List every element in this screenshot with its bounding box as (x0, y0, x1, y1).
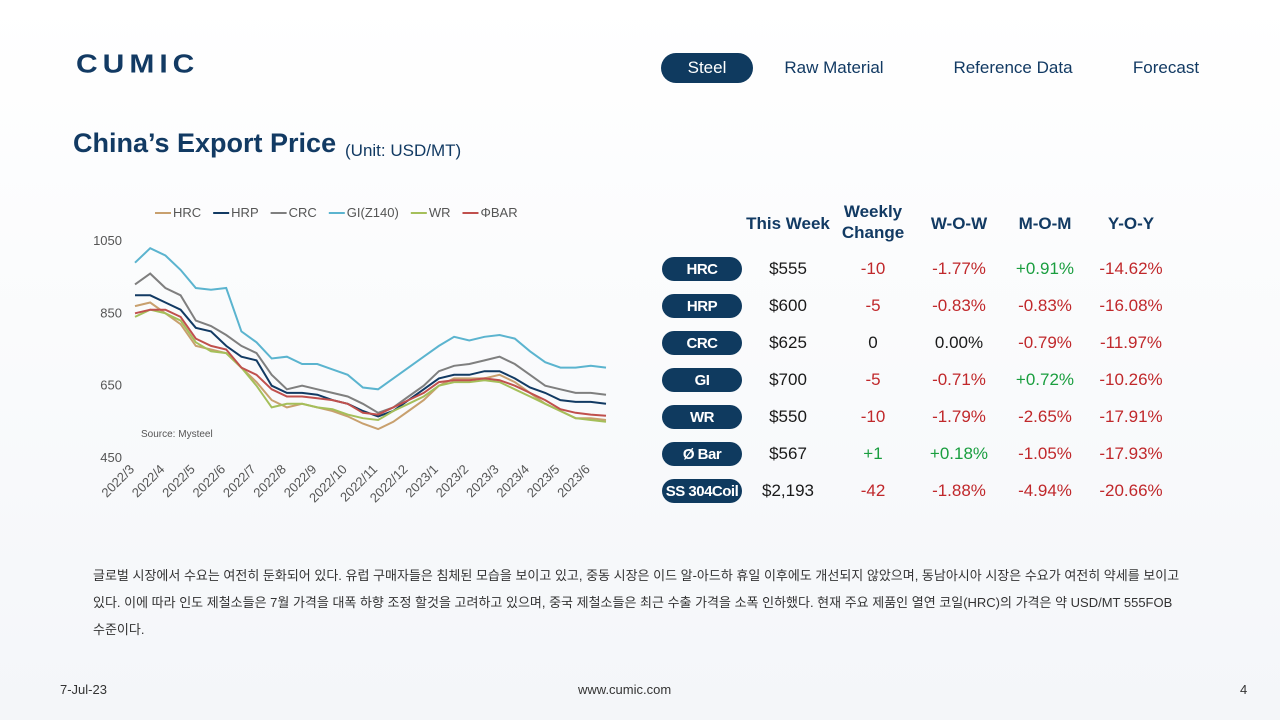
nav-tab[interactable]: Raw Material (784, 58, 884, 77)
series-line (134, 301, 607, 431)
series-line (134, 308, 607, 417)
logo: CUMIC (76, 50, 200, 79)
table-cell: $2,193 (762, 481, 814, 500)
unit: (Unit: USD/MT) (345, 141, 462, 160)
table-cell: -11.97% (1099, 333, 1163, 352)
title: China’s Export Price (73, 128, 337, 158)
table-cell: $550 (769, 407, 807, 426)
x-tick-label: 2022/8 (250, 462, 289, 501)
table-cell: +0.18% (929, 444, 989, 463)
product-pill: Ø Bar (662, 442, 742, 466)
table-cell: 0 (868, 333, 878, 352)
legend-label: ΦBAR (480, 205, 517, 220)
nav-tab[interactable]: Forecast (1132, 58, 1200, 77)
table-cell: -10 (860, 407, 886, 426)
table-cell: $700 (769, 370, 807, 389)
product-pill: CRC (662, 331, 742, 355)
x-tick-label: 2022/7 (220, 462, 259, 501)
product-pill: HRP (662, 294, 742, 318)
table-cell: -5 (865, 370, 881, 389)
column-header: W-O-W (930, 214, 988, 233)
column-header: M-O-M (1018, 214, 1072, 233)
footer-date: 7-Jul-23 (60, 682, 107, 697)
table-cell: -16.08% (1099, 296, 1163, 315)
table-cell: -0.79% (1018, 333, 1072, 352)
x-tick-label: 2022/6 (190, 462, 229, 501)
page-number: 4 (1240, 682, 1248, 697)
product-pill: SS 304Coil (662, 479, 742, 503)
table-cell: -2.65% (1018, 407, 1072, 426)
table-cell: +0.72% (1015, 370, 1075, 389)
legend-label: CRC (289, 205, 317, 220)
product-pill: HRC (662, 257, 742, 281)
y-tick-label: 1050 (93, 233, 122, 248)
table-cell: -20.66% (1099, 481, 1163, 500)
nav-tab[interactable]: Steel (661, 53, 753, 83)
product-pill: WR (662, 405, 742, 429)
table-cell: -1.79% (932, 407, 986, 426)
table-cell: +0.91% (1015, 259, 1075, 278)
x-tick-label: 2023/4 (493, 462, 532, 501)
table-cell: -0.71% (932, 370, 986, 389)
table-cell: $625 (769, 333, 807, 352)
x-tick-label: 2023/5 (524, 462, 563, 501)
table-cell: -14.62% (1099, 259, 1163, 278)
table-cell: -1.88% (932, 481, 986, 500)
table-cell: -0.83% (1018, 296, 1072, 315)
series-line (134, 246, 607, 391)
legend-label: HRP (231, 205, 258, 220)
table-cell: -1.77% (932, 259, 986, 278)
x-tick-label: 2023/3 (463, 462, 502, 501)
footer-url: www.cumic.com (578, 682, 672, 697)
column-header: Y-O-Y (1107, 214, 1155, 233)
table-cell: -5 (865, 296, 881, 315)
y-tick-label: 850 (100, 305, 122, 320)
table-cell: +1 (863, 444, 883, 463)
table-cell: 0.00% (934, 333, 984, 352)
paragraph: 글로벌 시장에서 수요는 여전히 둔화되어 있다. 유럽 구매자들은 침체된 모… (93, 568, 1180, 637)
x-tick-label: 2023/2 (433, 462, 472, 501)
x-tick-label: 2022/3 (98, 462, 137, 501)
x-tick-label: 2022/5 (159, 462, 198, 501)
table-cell: -17.93% (1099, 444, 1163, 463)
table-cell: -0.83% (932, 296, 986, 315)
legend-label: HRC (173, 205, 201, 220)
legend-label: GI(Z140) (347, 205, 399, 220)
column-header: This Week (746, 214, 830, 233)
y-tick-label: 450 (100, 450, 122, 465)
chart-annotation: Source: Mysteel (141, 429, 213, 440)
series-line (134, 308, 607, 423)
table-cell: $567 (769, 444, 807, 463)
table-cell: -10.26% (1099, 370, 1163, 389)
product-pill: GI (662, 368, 742, 392)
column-header: Weekly Change (841, 202, 905, 242)
table-cell: -17.91% (1099, 407, 1163, 426)
table-cell: -4.94% (1018, 481, 1072, 500)
y-tick-label: 650 (100, 378, 122, 393)
table-cell: $555 (769, 259, 807, 278)
x-tick-label: 2023/1 (402, 462, 441, 501)
table-cell: -1.05% (1018, 444, 1072, 463)
chart: Source: Mysteel 45065085010502022/32022/… (93, 205, 607, 505)
table-cell: -10 (860, 259, 886, 278)
nav-tab[interactable]: Reference Data (953, 58, 1073, 77)
series-line (134, 272, 607, 414)
table-cell: -42 (860, 481, 886, 500)
x-tick-label: 2022/4 (129, 462, 168, 501)
table-cell: $600 (769, 296, 807, 315)
legend-label: WR (429, 205, 451, 220)
x-tick-label: 2023/6 (554, 462, 593, 501)
